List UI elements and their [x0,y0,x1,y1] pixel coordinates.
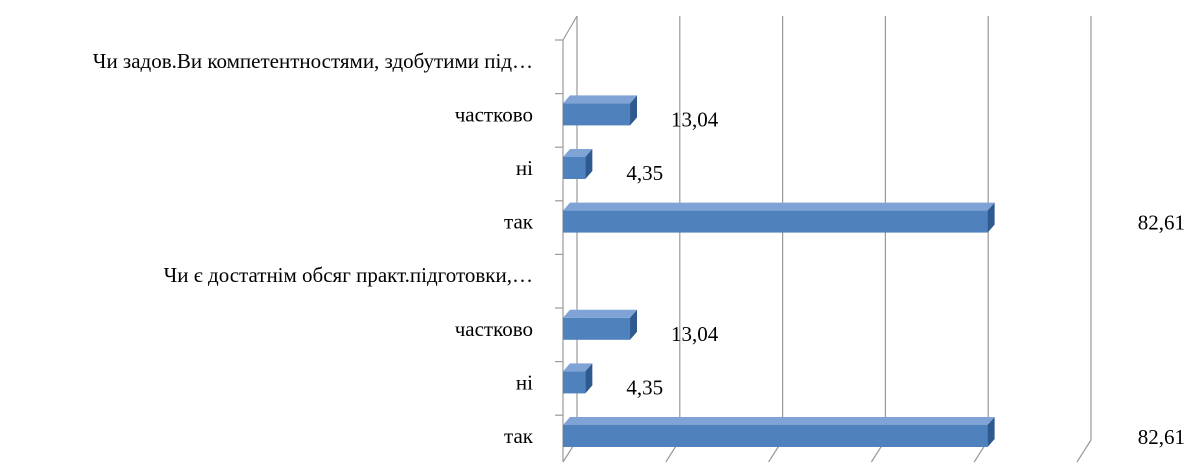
bar-side-face [585,149,593,179]
data-labels: 13,04 4,35 82,61 13,04 4,35 82,61 [626,107,1185,449]
data-label: 82,61 [1138,211,1185,235]
category-label: Чи є достатнім обсяг практ.підготовки,… [164,263,533,287]
y-axis-depth-line [562,15,578,41]
data-label: 13,04 [671,322,719,346]
data-label: 13,04 [671,107,719,131]
category-label: так [504,210,534,234]
data-label: 4,35 [626,375,663,399]
gridline-floor [1076,439,1092,463]
bar-top-face [563,309,638,318]
category-label: так [504,424,534,448]
bar-side-face [585,363,593,394]
bar-top-face [563,417,995,425]
bar-top-face [563,95,638,104]
bar [563,103,631,126]
bar [563,210,988,233]
bar-top-face [563,202,995,211]
bar [563,371,586,394]
category-label: частково [455,102,533,126]
bar [563,425,988,447]
bar [563,157,586,179]
category-label: частково [455,317,533,341]
category-labels: Чи задов.Ви компетентностями, здобутими … [93,49,534,448]
bar [563,317,631,340]
category-label: ні [516,370,533,394]
bar-top-face [563,149,593,157]
bar-side-face [630,309,638,340]
bar-top-face [563,363,593,372]
bars-group [563,95,995,447]
category-label: ні [516,156,533,180]
bar-side-face [630,95,638,126]
bar-side-face [987,202,995,233]
bar-side-face [987,417,995,447]
data-label: 4,35 [626,161,663,185]
category-label: Чи задов.Ви компетентностями, здобутими … [93,49,533,73]
data-label: 82,61 [1138,425,1185,449]
